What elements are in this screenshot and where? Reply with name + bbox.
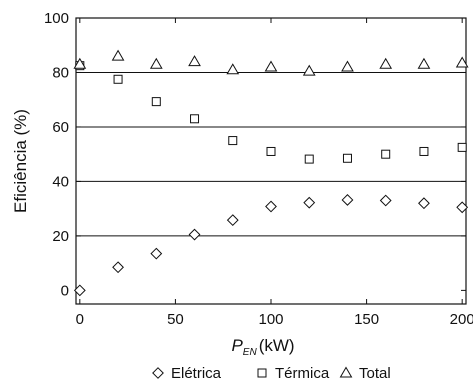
x-tick-label-100: 100 (258, 311, 283, 328)
y-tick-label-60: 60 (52, 119, 69, 136)
series-total (73, 49, 469, 76)
legend-marker-total (339, 366, 353, 378)
legend-label-térmica: Térmica (275, 365, 330, 382)
x-axis-label-symbol: P (231, 336, 243, 355)
legend-label-total: Total (359, 365, 391, 382)
point-triangle-120 (302, 64, 316, 76)
x-tick-label-0: 0 (76, 311, 84, 328)
point-diamond-160 (379, 194, 392, 207)
point-diamond-80 (226, 214, 239, 227)
legend-label-elétrica: Elétrica (171, 365, 222, 382)
x-tick-label-200: 200 (450, 311, 473, 328)
x-axis-label-subscript: EN (243, 347, 258, 358)
point-square-160 (381, 149, 391, 159)
point-triangle-80 (226, 63, 240, 75)
point-triangle-200 (455, 56, 469, 68)
point-square-60 (190, 114, 200, 124)
series-elétrica (73, 194, 469, 297)
point-diamond-180 (418, 197, 430, 210)
x-axis-label: PEN (kW) (231, 336, 294, 358)
y-axis-label: Eficiência (%) (11, 109, 30, 213)
axis-ticks: 0 20 40 60 80 100 0 50 100 150 200 (44, 10, 473, 328)
point-triangle-40 (149, 57, 163, 69)
point-square-40 (151, 97, 161, 107)
point-triangle-0 (73, 57, 87, 69)
point-diamond-100 (265, 200, 277, 213)
y-tick-label-40: 40 (52, 173, 69, 190)
point-square-200 (457, 142, 467, 152)
point-diamond-0 (73, 284, 86, 297)
point-diamond-120 (303, 196, 316, 209)
point-triangle-100 (264, 60, 278, 72)
y-tick-label-80: 80 (52, 64, 69, 81)
point-triangle-60 (188, 55, 201, 67)
point-triangle-160 (379, 57, 393, 69)
point-diamond-60 (188, 228, 201, 241)
point-diamond-200 (456, 201, 469, 214)
point-triangle-180 (417, 57, 431, 69)
point-square-80 (228, 136, 238, 146)
x-tick-label-50: 50 (167, 311, 184, 328)
point-square-140 (342, 153, 352, 163)
point-diamond-20 (112, 261, 124, 274)
legend-marker-térmica (257, 368, 267, 378)
point-square-20 (113, 74, 123, 84)
point-diamond-140 (341, 194, 354, 206)
legend-marker-elétrica (152, 367, 164, 379)
x-tick-label-150: 150 (354, 311, 379, 328)
gridlines (76, 71, 466, 237)
y-tick-label-100: 100 (44, 10, 69, 27)
point-diamond-40 (150, 247, 163, 260)
point-triangle-20 (111, 49, 125, 61)
legend: Elétrica Térmica Total (152, 365, 391, 382)
point-square-180 (419, 146, 429, 156)
x-axis-label-unit: (kW) (259, 336, 295, 355)
series-térmica (75, 61, 467, 164)
point-square-120 (304, 154, 314, 164)
y-tick-label-0: 0 (61, 282, 69, 299)
y-tick-label-20: 20 (52, 228, 69, 245)
data-marks (73, 49, 469, 297)
point-triangle-140 (341, 60, 354, 72)
point-square-100 (266, 146, 276, 156)
